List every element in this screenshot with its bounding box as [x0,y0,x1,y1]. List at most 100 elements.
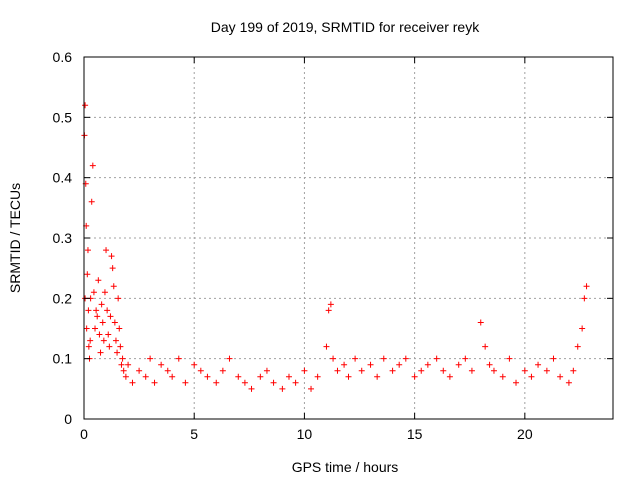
data-point [104,307,111,314]
data-point [169,373,176,380]
data-point [204,373,211,380]
x-tick-label: 20 [517,426,533,442]
data-point [213,379,220,386]
data-point [226,355,233,362]
data-point [191,361,198,368]
data-point [100,337,107,344]
data-point [418,367,425,374]
data-point [118,361,125,368]
data-point [119,355,126,362]
y-tick-label: 0.3 [53,230,73,246]
data-point [352,355,359,362]
data-point [182,379,189,386]
grid [84,57,613,419]
data-point [158,361,165,368]
y-tick-label: 0.6 [53,49,73,65]
data-point [122,373,129,380]
data-point [120,367,127,374]
data-point [92,325,99,332]
data-point [323,343,330,350]
data-point [292,379,299,386]
data-point [270,379,277,386]
data-point [482,343,489,350]
data-point [241,379,248,386]
data-point [367,361,374,368]
data-points [81,102,590,392]
data-point [164,367,171,374]
data-point [411,373,418,380]
data-point [125,361,132,368]
data-point [433,355,440,362]
data-point [308,385,315,392]
data-point [279,385,286,392]
data-point [83,325,90,332]
data-point [330,355,337,362]
data-point [345,373,352,380]
data-point [380,355,387,362]
x-axis-ticks: 0 5 10 15 20 [80,57,533,442]
data-point [93,307,100,314]
data-point [455,361,462,368]
data-point [136,367,143,374]
data-point [106,343,113,350]
data-point [565,379,572,386]
x-tick-label: 15 [407,426,423,442]
y-tick-label: 0 [64,411,72,427]
data-point [109,265,116,272]
data-point [110,283,117,290]
data-point [99,319,106,326]
data-point [374,373,381,380]
data-point [506,355,513,362]
data-point [314,373,321,380]
data-point [105,331,112,338]
data-point [112,337,119,344]
data-point [513,379,520,386]
x-axis-label: GPS time / hours [292,459,399,475]
data-point [85,343,92,350]
y-tick-label: 0.5 [53,109,73,125]
data-point [129,379,136,386]
data-point [490,367,497,374]
y-axis-label: SRMTID / TECUs [7,183,23,293]
data-point [96,331,103,338]
data-point [440,367,447,374]
x-tick-label: 0 [80,426,88,442]
data-point [499,373,506,380]
data-point [285,373,292,380]
data-point [358,367,365,374]
data-point [101,289,108,296]
data-point [543,367,550,374]
y-tick-label: 0.2 [53,290,73,306]
data-point [98,301,105,308]
data-point [97,349,104,356]
chart-title: Day 199 of 2019, SRMTID for receiver rey… [211,19,480,35]
data-point [570,367,577,374]
data-point [389,367,396,374]
data-point [82,102,89,109]
data-point [557,373,564,380]
data-point [197,367,204,374]
data-point [103,247,110,254]
data-point [521,367,528,374]
data-point [424,361,431,368]
data-point [550,355,557,362]
x-tick-label: 5 [190,426,198,442]
data-point [402,355,409,362]
data-point [334,367,341,374]
data-point [147,355,154,362]
data-point [579,325,586,332]
data-point [88,198,95,205]
data-point [528,373,535,380]
data-point [90,289,97,296]
data-point [477,319,484,326]
data-point [468,367,475,374]
data-point [462,355,469,362]
data-point [583,283,590,290]
data-point [486,361,493,368]
data-point [175,355,182,362]
data-point [89,162,96,169]
data-point [108,253,115,260]
data-point [396,361,403,368]
y-tick-label: 0.1 [53,351,73,367]
